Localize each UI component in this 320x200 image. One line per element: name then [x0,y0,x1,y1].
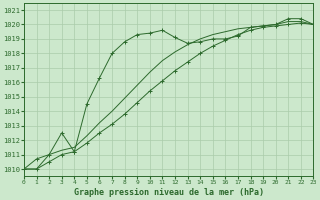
X-axis label: Graphe pression niveau de la mer (hPa): Graphe pression niveau de la mer (hPa) [74,188,264,197]
